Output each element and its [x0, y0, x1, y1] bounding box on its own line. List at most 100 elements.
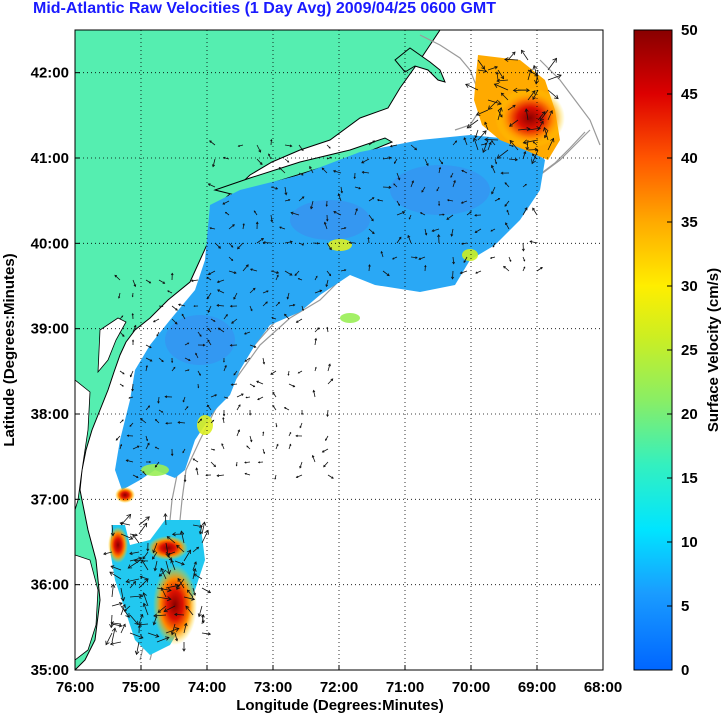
velocity-arrow-head [171, 532, 176, 537]
velocity-arrow [299, 422, 303, 428]
velocity-arrow [209, 140, 216, 146]
velocity-arrow-head [171, 361, 174, 364]
velocity-arrow-head [461, 169, 464, 173]
velocity-arrow [256, 238, 264, 244]
velocity-arrow-head [524, 207, 528, 211]
velocity-arrow [139, 623, 149, 626]
velocity-arrow-head [323, 464, 326, 468]
velocity-patch-4 [328, 239, 352, 251]
velocity-arrow-head [446, 217, 450, 220]
velocity-arrow-head [199, 418, 203, 421]
velocity-arrow-head [532, 141, 535, 144]
land-mass [75, 30, 441, 670]
velocity-arrow-head [367, 236, 370, 240]
velocity-arrow-head [183, 622, 188, 627]
velocity-arrow-head [226, 396, 229, 399]
velocity-arrow-head [252, 287, 256, 291]
velocity-arrow [130, 370, 134, 377]
velocity-arrow [484, 122, 489, 131]
velocity-arrow-head [522, 139, 528, 145]
velocity-arrow [201, 587, 211, 593]
velocity-arrow-head [397, 177, 401, 181]
velocity-arrow [207, 404, 212, 411]
velocity-arrow-head [493, 83, 499, 88]
velocity-arrow [539, 109, 549, 121]
velocity-arrow-head [185, 605, 190, 610]
velocity-arrow [418, 256, 426, 260]
velocity-arrow [236, 429, 240, 437]
velocity-arrow [354, 208, 358, 216]
colorbar-tick-label: 5 [681, 598, 689, 615]
velocity-arrow [145, 344, 152, 348]
velocity-arrow-head [182, 400, 185, 403]
velocity-arrow [180, 531, 185, 544]
velocity-arrow-head [295, 320, 299, 323]
velocity-arrow-head [290, 211, 294, 215]
velocity-arrow [111, 628, 116, 643]
velocity-arrow [410, 256, 418, 259]
velocity-arrow [438, 167, 441, 174]
velocity-arrow-head [138, 594, 143, 599]
velocity-arrow-head [160, 567, 165, 572]
velocity-arrow [196, 467, 199, 476]
velocity-arrow [118, 292, 121, 299]
velocity-arrow-head [496, 100, 502, 106]
velocity-arrow-head [372, 140, 376, 144]
velocity-arrow [310, 200, 314, 209]
velocity-arrow [368, 197, 375, 202]
velocity-arrow-head [531, 90, 536, 95]
velocity-arrow-head [276, 443, 279, 446]
velocity-arrow-head [484, 137, 489, 142]
velocity-arrow-head [543, 126, 548, 132]
velocity-arrow-head [289, 272, 293, 276]
velocity-arrow [368, 237, 370, 244]
velocity-arrow [249, 287, 256, 294]
velocity-arrow [192, 458, 199, 463]
colorbar [633, 29, 673, 671]
velocity-arrow [488, 99, 499, 110]
velocity-arrow-head [323, 221, 327, 225]
velocity-arrow [284, 407, 290, 411]
velocity-arrow [228, 256, 233, 261]
velocity-arrow-head [277, 301, 280, 304]
velocity-arrow [153, 318, 160, 323]
velocity-arrow [382, 157, 391, 160]
velocity-arrow [262, 301, 268, 307]
velocity-arrow [120, 522, 131, 526]
velocity-arrow [475, 228, 482, 233]
velocity-arrow-head [138, 556, 143, 561]
velocity-arrow-head [492, 245, 495, 248]
velocity-arrow [491, 140, 496, 146]
velocity-arrow-head [301, 243, 305, 246]
velocity-arrow-head [523, 266, 526, 269]
velocity-arrow-head [260, 237, 264, 241]
velocity-arrow-head [114, 274, 118, 278]
velocity-arrow [171, 305, 178, 311]
velocity-arrow-head [170, 559, 175, 564]
velocity-arrow [256, 380, 264, 385]
velocity-arrow-head [223, 360, 225, 363]
velocity-arrow [157, 396, 160, 403]
velocity-arrow [509, 140, 519, 151]
velocity-arrow [191, 279, 199, 282]
velocity-arrow-head [209, 227, 212, 230]
velocity-arrow-head [321, 450, 325, 453]
velocity-arrow [145, 279, 151, 284]
velocity-arrow-head [393, 183, 396, 186]
velocity-arrow-head [103, 552, 107, 556]
velocity-arrow-head [310, 206, 314, 210]
velocity-arrow [256, 158, 263, 165]
velocity-arrow [222, 200, 230, 205]
velocity-arrow-head [182, 451, 185, 454]
velocity-arrow [477, 130, 487, 141]
y-tick-label: 39:00 [31, 321, 69, 338]
velocity-arrow-head [292, 384, 296, 388]
velocity-arrow [314, 338, 317, 346]
velocity-arrow-head [199, 334, 202, 337]
velocity-arrow-head [451, 276, 455, 280]
velocity-arrow [178, 304, 186, 307]
velocity-arrow [298, 144, 304, 151]
velocity-arrow-head [328, 363, 331, 367]
velocity-arrow [198, 605, 203, 617]
